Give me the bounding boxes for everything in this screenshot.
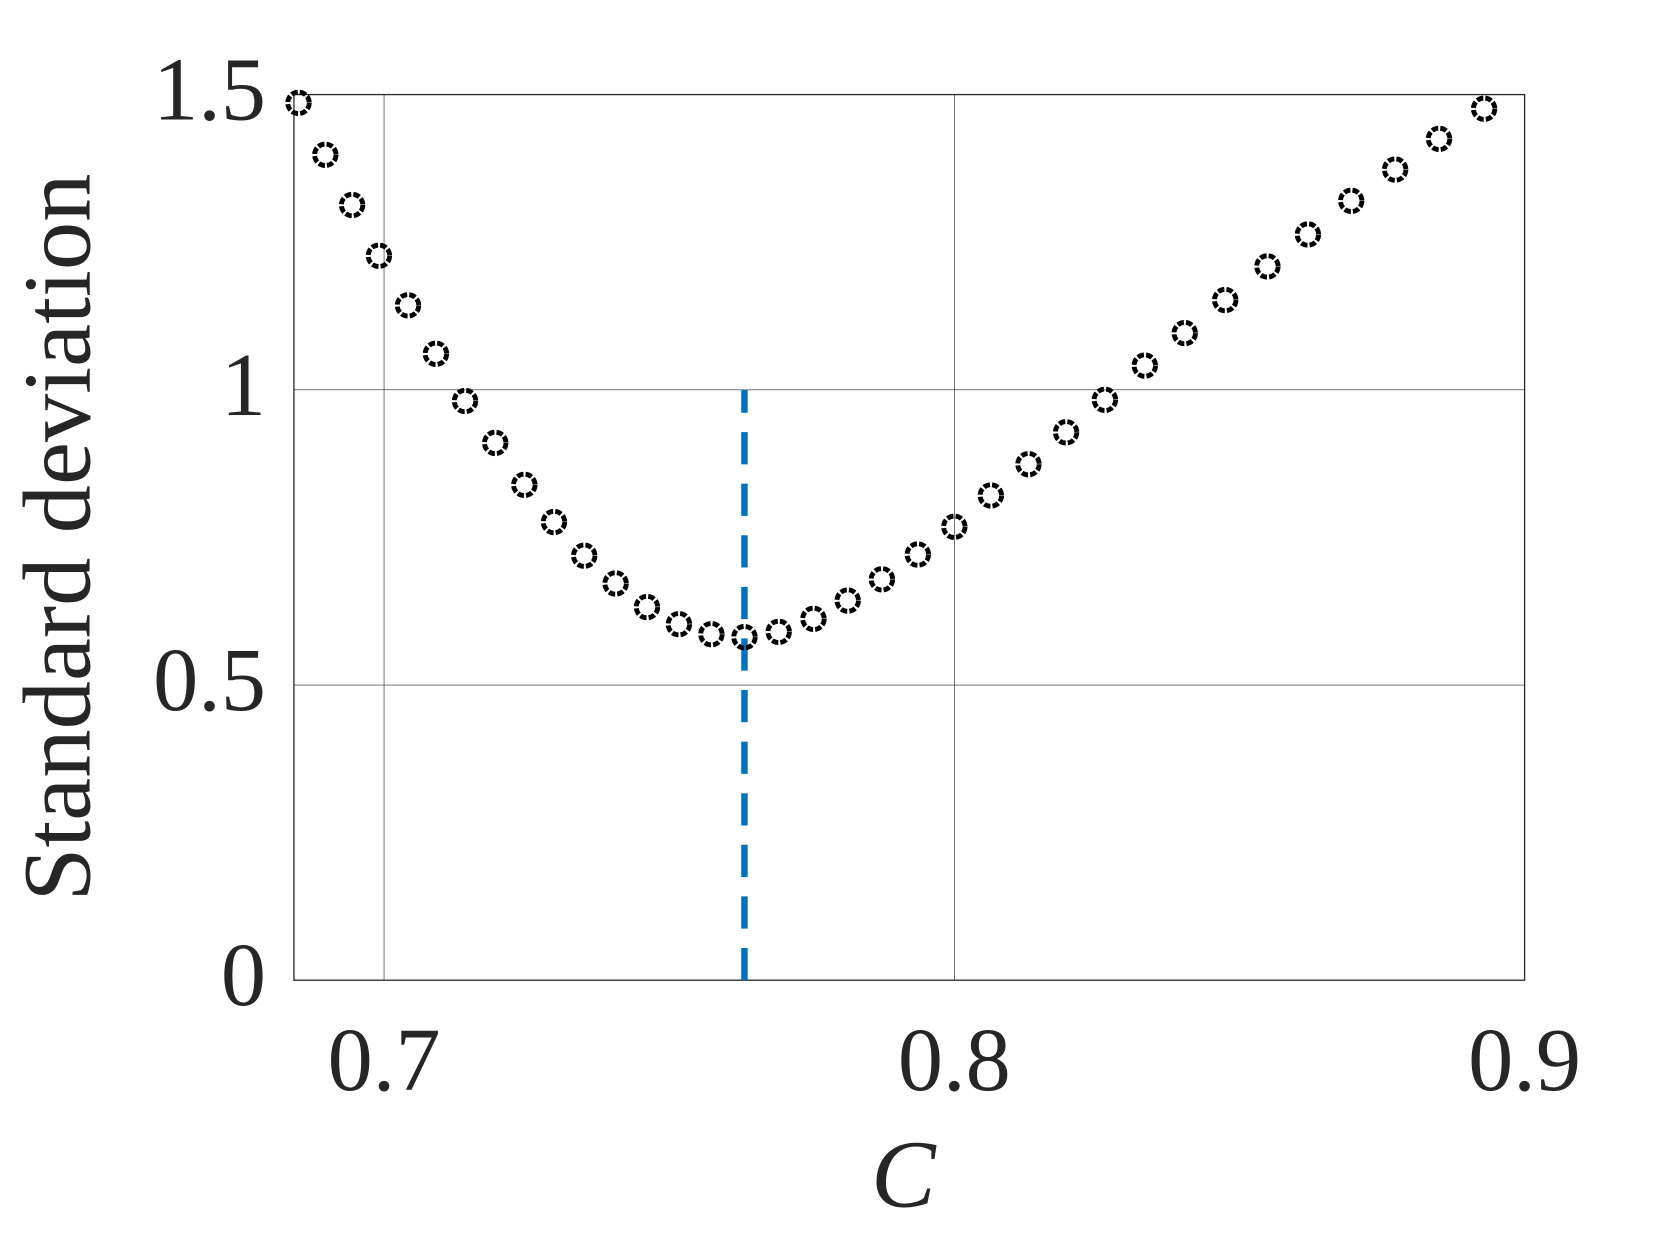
- y-tick-label: 0.5: [153, 630, 266, 730]
- x-tick-label: 0.7: [328, 1010, 441, 1110]
- point: [977, 482, 1004, 509]
- point: [834, 587, 861, 614]
- point: [698, 621, 725, 648]
- point: [540, 508, 568, 536]
- point: [602, 570, 629, 597]
- y-axis-label: Standard deviation: [3, 173, 110, 901]
- point: [1212, 286, 1239, 314]
- point: [571, 542, 598, 569]
- y-tick-label: 1: [221, 335, 266, 435]
- point: [1381, 156, 1409, 183]
- point: [665, 611, 693, 638]
- point: [394, 292, 422, 319]
- point: [511, 471, 538, 499]
- plot-area: [293, 93, 1526, 981]
- point: [1338, 187, 1365, 215]
- point: [731, 624, 758, 651]
- point: [482, 429, 509, 457]
- x-tick-label: 0.9: [1468, 1010, 1581, 1110]
- point: [338, 191, 366, 219]
- point: [633, 593, 661, 621]
- point: [765, 618, 792, 646]
- point: [451, 387, 479, 415]
- x-tick-label: 0.8: [898, 1010, 1011, 1110]
- x-axis-label: C: [871, 1121, 937, 1228]
- point: [941, 513, 968, 540]
- point: [1425, 125, 1453, 153]
- point: [312, 141, 339, 168]
- point: [365, 242, 393, 269]
- y-tick-label: 0: [221, 925, 266, 1025]
- point: [285, 89, 312, 117]
- point: [800, 605, 827, 633]
- point: [1131, 352, 1158, 379]
- y-tick-label: 1.5: [153, 40, 266, 140]
- point: [904, 541, 931, 568]
- point: [1091, 386, 1119, 414]
- point: [1171, 319, 1198, 347]
- point: [422, 340, 450, 367]
- point: [868, 566, 896, 593]
- point: [1470, 95, 1498, 122]
- point: [1015, 451, 1042, 478]
- point: [1294, 221, 1322, 248]
